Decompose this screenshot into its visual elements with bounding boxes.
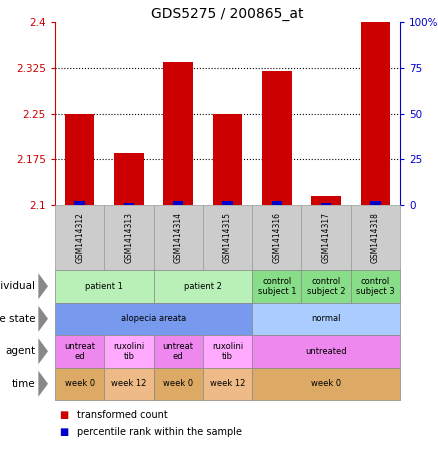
Text: individual: individual <box>0 281 35 291</box>
Text: week 0: week 0 <box>64 379 95 388</box>
Bar <box>163 62 193 205</box>
Bar <box>74 201 85 205</box>
Bar <box>65 114 95 205</box>
Polygon shape <box>39 371 48 397</box>
Bar <box>173 201 184 205</box>
Text: GSM1414318: GSM1414318 <box>371 212 380 263</box>
Text: untreated: untreated <box>305 347 347 356</box>
Text: ■: ■ <box>60 427 69 437</box>
Text: GSM1414315: GSM1414315 <box>223 212 232 263</box>
Text: percentile rank within the sample: percentile rank within the sample <box>77 427 242 437</box>
Text: GSM1414312: GSM1414312 <box>75 212 84 263</box>
Text: GSM1414313: GSM1414313 <box>124 212 134 263</box>
Text: week 12: week 12 <box>111 379 147 388</box>
Text: patient 2: patient 2 <box>184 282 222 291</box>
Text: week 12: week 12 <box>210 379 245 388</box>
Text: patient 1: patient 1 <box>85 282 123 291</box>
Text: transformed count: transformed count <box>77 410 168 420</box>
Text: ruxolini
tib: ruxolini tib <box>113 342 145 361</box>
Bar <box>223 201 233 205</box>
Bar <box>370 201 381 205</box>
Text: ruxolini
tib: ruxolini tib <box>212 342 243 361</box>
Text: normal: normal <box>311 314 341 323</box>
Text: GSM1414314: GSM1414314 <box>174 212 183 263</box>
Text: control
subject 3: control subject 3 <box>356 276 395 296</box>
Bar <box>311 196 341 205</box>
Text: time: time <box>12 379 35 389</box>
Text: untreat
ed: untreat ed <box>64 342 95 361</box>
Polygon shape <box>39 273 48 299</box>
Text: disease state: disease state <box>0 314 35 324</box>
Text: ■: ■ <box>60 410 69 420</box>
Polygon shape <box>39 338 48 364</box>
Text: week 0: week 0 <box>163 379 193 388</box>
Text: GSM1414317: GSM1414317 <box>321 212 331 263</box>
Bar <box>213 114 242 205</box>
Text: alopecia areata: alopecia areata <box>121 314 186 323</box>
Text: control
subject 1: control subject 1 <box>258 276 296 296</box>
Text: untreat
ed: untreat ed <box>162 342 194 361</box>
Bar <box>360 22 390 205</box>
Text: agent: agent <box>5 346 35 356</box>
Bar <box>262 71 292 205</box>
Title: GDS5275 / 200865_at: GDS5275 / 200865_at <box>151 7 304 21</box>
Polygon shape <box>39 306 48 332</box>
Bar <box>272 201 282 205</box>
Bar <box>321 203 331 205</box>
Bar <box>124 203 134 205</box>
Text: control
subject 2: control subject 2 <box>307 276 345 296</box>
Text: week 0: week 0 <box>311 379 341 388</box>
Text: GSM1414316: GSM1414316 <box>272 212 281 263</box>
Bar <box>114 153 144 205</box>
